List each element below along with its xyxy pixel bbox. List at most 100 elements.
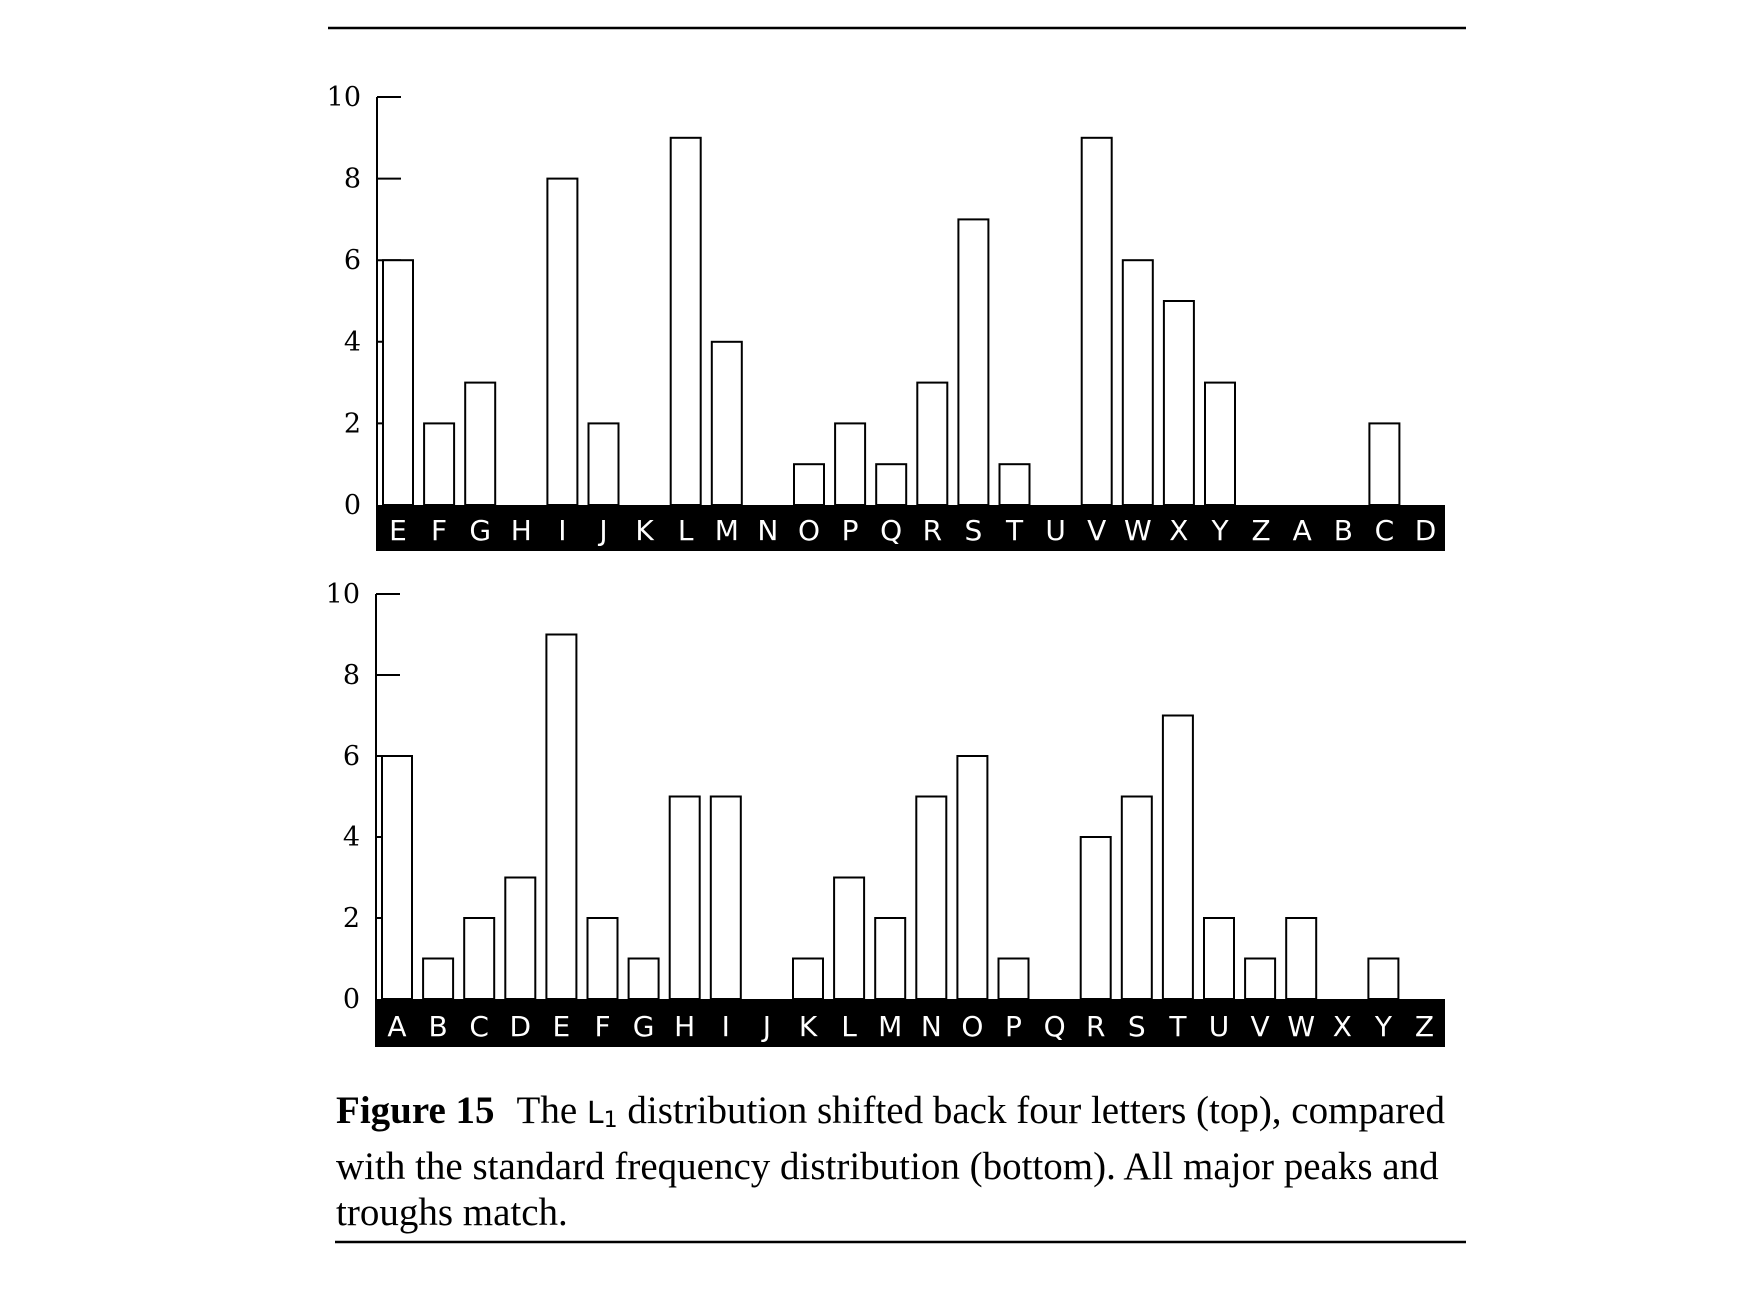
top-bar-M — [710, 340, 743, 506]
bottom-bar-U — [1203, 917, 1235, 1000]
top-category-label-J: J — [597, 514, 607, 547]
bottom-tick-label-8: 8 — [343, 660, 360, 691]
bottom-category-label-K: K — [799, 1010, 818, 1043]
top-bar-R — [916, 381, 949, 507]
bottom-category-label-L: L — [841, 1010, 857, 1043]
figure-label: Figure 15 — [336, 1089, 495, 1132]
top-bar-O — [793, 463, 825, 507]
bottom-category-label-G: G — [633, 1010, 655, 1043]
bottom-bar-C — [463, 917, 496, 1000]
top-tick-label-6: 6 — [344, 245, 361, 276]
bottom-bar-N — [915, 795, 948, 1000]
top-category-label-M: M — [715, 514, 739, 547]
bottom-bar-H — [668, 795, 701, 1000]
top-category-label-Z: Z — [1252, 514, 1271, 547]
top-bar-I — [546, 177, 579, 506]
top-bar-E — [382, 259, 414, 507]
top-bar-C — [1368, 422, 1401, 506]
top-bar-L — [669, 136, 702, 507]
top-tick-label-8: 8 — [344, 164, 361, 195]
top-chart: 0 2 4 6 8 10 E F G H I J K L M N O P Q R S T U V W X Y Z A B C D — [327, 82, 1445, 551]
bottom-category-label-S: S — [1128, 1010, 1146, 1043]
top-category-label-O: O — [798, 514, 820, 547]
bottom-category-label-R: R — [1086, 1010, 1105, 1043]
top-category-label-S: S — [965, 514, 983, 547]
top-category-label-W: W — [1124, 514, 1152, 547]
top-tick-label-0: 0 — [344, 490, 361, 521]
top-category-band — [376, 505, 1445, 551]
figure-caption: Figure 15 The L1 distribution shifted bac… — [336, 1088, 1486, 1236]
bottom-category-label-Y: Y — [1374, 1010, 1393, 1043]
bottom-category-label-V: V — [1251, 1010, 1270, 1043]
bottom-category-label-O: O — [961, 1010, 983, 1043]
bottom-bar-G — [627, 957, 660, 1000]
top-bar-P — [834, 422, 867, 506]
bottom-category-label-Z: Z — [1415, 1010, 1434, 1043]
bottom-bar-S — [1120, 795, 1153, 1000]
top-bar-G — [464, 381, 497, 507]
top-bar-F — [423, 422, 456, 506]
bottom-category-label-M: M — [878, 1010, 902, 1043]
top-category-label-R: R — [923, 514, 942, 547]
bottom-bar-V — [1244, 957, 1277, 1000]
top-category-label-Q: Q — [880, 514, 902, 547]
bottom-bar-Y — [1367, 957, 1400, 1000]
top-bar-Q — [875, 463, 908, 507]
top-category-label-D: D — [1415, 514, 1437, 547]
bottom-tick-label-6: 6 — [343, 741, 360, 772]
bottom-bar-E — [545, 633, 578, 1000]
bottom-bar-D — [504, 876, 537, 1000]
top-bar-J — [587, 422, 620, 506]
top-bar-V — [1080, 136, 1113, 507]
top-category-label-H: H — [511, 514, 532, 547]
bottom-category-label-E: E — [553, 1010, 571, 1043]
bottom-category-label-J: J — [761, 1010, 771, 1043]
top-category-label-V: V — [1087, 514, 1106, 547]
bottom-bar-R — [1079, 836, 1112, 1000]
bottom-bar-L — [833, 876, 866, 1000]
bottom-bar-T — [1161, 714, 1194, 1000]
top-category-label-L: L — [678, 514, 694, 547]
bottom-bar-I — [709, 795, 742, 1000]
top-category-label-G: G — [469, 514, 491, 547]
top-category-label-N: N — [757, 514, 778, 547]
bottom-bar-O — [956, 755, 989, 1000]
bottom-category-label-N: N — [921, 1010, 942, 1043]
top-bar-W — [1121, 259, 1154, 507]
top-tick-label-2: 2 — [344, 408, 361, 439]
top-bar-T — [998, 463, 1031, 507]
bottom-tick-label-2: 2 — [343, 903, 360, 934]
top-category-label-X: X — [1169, 514, 1188, 547]
top-category-label-F: F — [431, 514, 447, 547]
bottom-category-label-D: D — [510, 1010, 532, 1043]
bottom-bar-M — [874, 917, 907, 1000]
caption-code: L — [586, 1096, 604, 1131]
top-category-label-U: U — [1045, 514, 1066, 547]
caption-text-before: The — [516, 1089, 587, 1132]
bottom-category-label-B: B — [428, 1010, 447, 1043]
bottom-category-label-C: C — [469, 1010, 489, 1043]
top-category-label-E: E — [389, 514, 407, 547]
bottom-bar-K — [792, 957, 824, 1000]
bottom-category-label-P: P — [1005, 1010, 1022, 1043]
top-bar-S — [957, 218, 990, 506]
bottom-category-label-Q: Q — [1044, 1010, 1066, 1043]
bottom-category-label-I: I — [722, 1010, 730, 1043]
caption-code-subscript: 1 — [603, 1108, 618, 1133]
top-bar-X — [1162, 300, 1195, 506]
top-tick-label-4: 4 — [344, 327, 361, 358]
top-category-label-A: A — [1293, 514, 1312, 547]
bottom-tick-label-0: 0 — [343, 984, 360, 1015]
bottom-category-label-X: X — [1333, 1010, 1352, 1043]
top-tick-label-10: 10 — [327, 82, 361, 113]
bottom-bar-A — [381, 755, 413, 1000]
bottom-tick-label-4: 4 — [343, 822, 360, 853]
caption-text-after: distribution shifted back four letters (… — [336, 1089, 1446, 1234]
top-category-label-I: I — [558, 514, 566, 547]
top-category-label-K: K — [635, 514, 654, 547]
bottom-category-label-U: U — [1209, 1010, 1230, 1043]
bottom-category-label-A: A — [387, 1010, 406, 1043]
bottom-category-label-F: F — [594, 1010, 610, 1043]
top-category-label-C: C — [1375, 514, 1395, 547]
